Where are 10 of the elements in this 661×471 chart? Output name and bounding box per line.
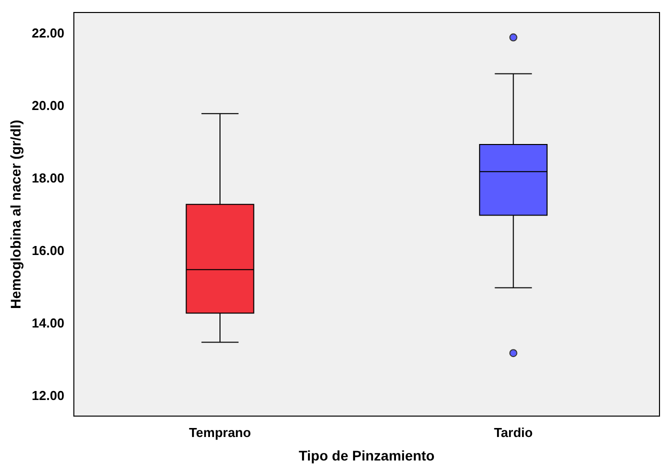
y-tick-label: 18.00 [32,170,64,186]
y-tick-label: 14.00 [32,316,64,331]
x-tick-label: Temprano [189,424,251,440]
y-tick-label: 16.00 [32,243,64,258]
x-tick-label: Tardio [494,424,533,440]
y-tick-label: 20.00 [32,98,64,113]
y-tick-label: 12.00 [32,388,64,404]
y-axis-title: Hemoglobina al nacer (gr/dl) [7,120,24,309]
x-axis-title: Tipo de Pinzamiento [298,447,435,464]
y-tick-label: 22.00 [32,25,64,40]
